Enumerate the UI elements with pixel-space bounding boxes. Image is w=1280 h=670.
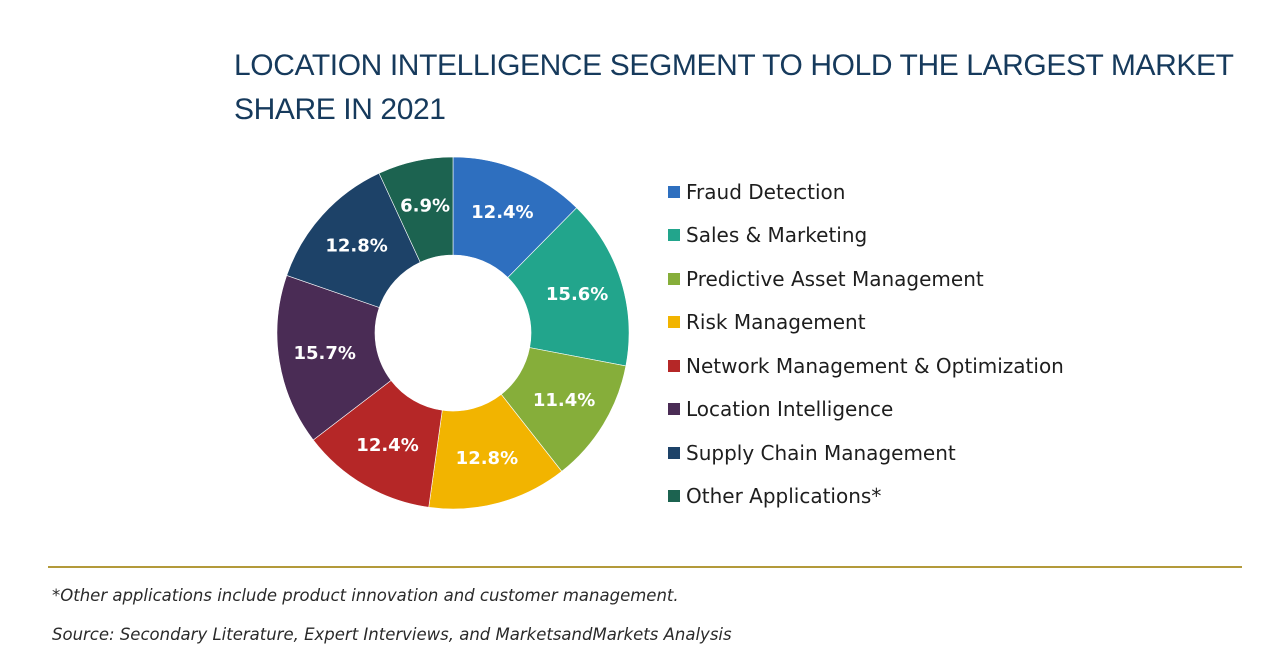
legend-item: Supply Chain Management [668, 431, 1064, 475]
legend-swatch [668, 403, 680, 416]
legend-item: Location Intelligence [668, 388, 1064, 432]
legend-swatch [668, 229, 680, 242]
legend-label: Risk Management [686, 310, 866, 335]
legend-label: Network Management & Optimization [686, 353, 1064, 378]
legend-swatch [668, 490, 680, 503]
slice-label-6: 15.7% [293, 343, 355, 364]
legend-item: Predictive Asset Management [668, 257, 1064, 301]
legend-item: Risk Management [668, 301, 1064, 345]
legend-label: Other Applications* [686, 484, 882, 509]
slice-label-4: 12.8% [456, 448, 518, 469]
legend-swatch [668, 185, 680, 198]
footnote-other-applications: *Other applications include product inno… [52, 586, 679, 605]
donut-slice-2 [507, 207, 630, 367]
donut-slice-6 [276, 275, 392, 441]
legend-swatch [668, 359, 680, 372]
donut-slice-8 [378, 156, 454, 263]
legend-item: Sales & Marketing [668, 214, 1064, 258]
legend-label: Predictive Asset Management [686, 266, 984, 291]
legend-label: Sales & Marketing [686, 223, 868, 248]
donut-chart: 12.4% 15.6% 11.4% 12.8% 12.4% 15.7% 12.8% 6.9% [276, 156, 630, 510]
legend-label: Location Intelligence [686, 397, 894, 422]
legend-item: Network Management & Optimization [668, 344, 1064, 388]
slice-label-1: 12.4% [471, 202, 533, 223]
slice-label-3: 11.4% [533, 390, 595, 411]
legend-item: Other Applications* [668, 475, 1064, 519]
slice-label-8: 6.9% [400, 196, 450, 217]
legend-label: Fraud Detection [686, 179, 846, 204]
slice-label-7: 12.8% [325, 235, 387, 256]
chart-title: LOCATION INTELLIGENCE SEGMENT TO HOLD TH… [234, 49, 1233, 126]
legend-swatch [668, 446, 680, 459]
slice-label-5: 12.4% [356, 435, 418, 456]
legend-label: Supply Chain Management [686, 440, 956, 465]
footer-divider [48, 566, 1242, 568]
source-note: Source: Secondary Literature, Expert Int… [52, 625, 732, 644]
slice-label-2: 15.6% [546, 284, 608, 305]
legend-item: Fraud Detection [668, 170, 1064, 214]
chart-legend: Fraud Detection Sales & Marketing Predicti… [668, 170, 1064, 518]
legend-swatch [668, 272, 680, 285]
legend-swatch [668, 316, 680, 329]
